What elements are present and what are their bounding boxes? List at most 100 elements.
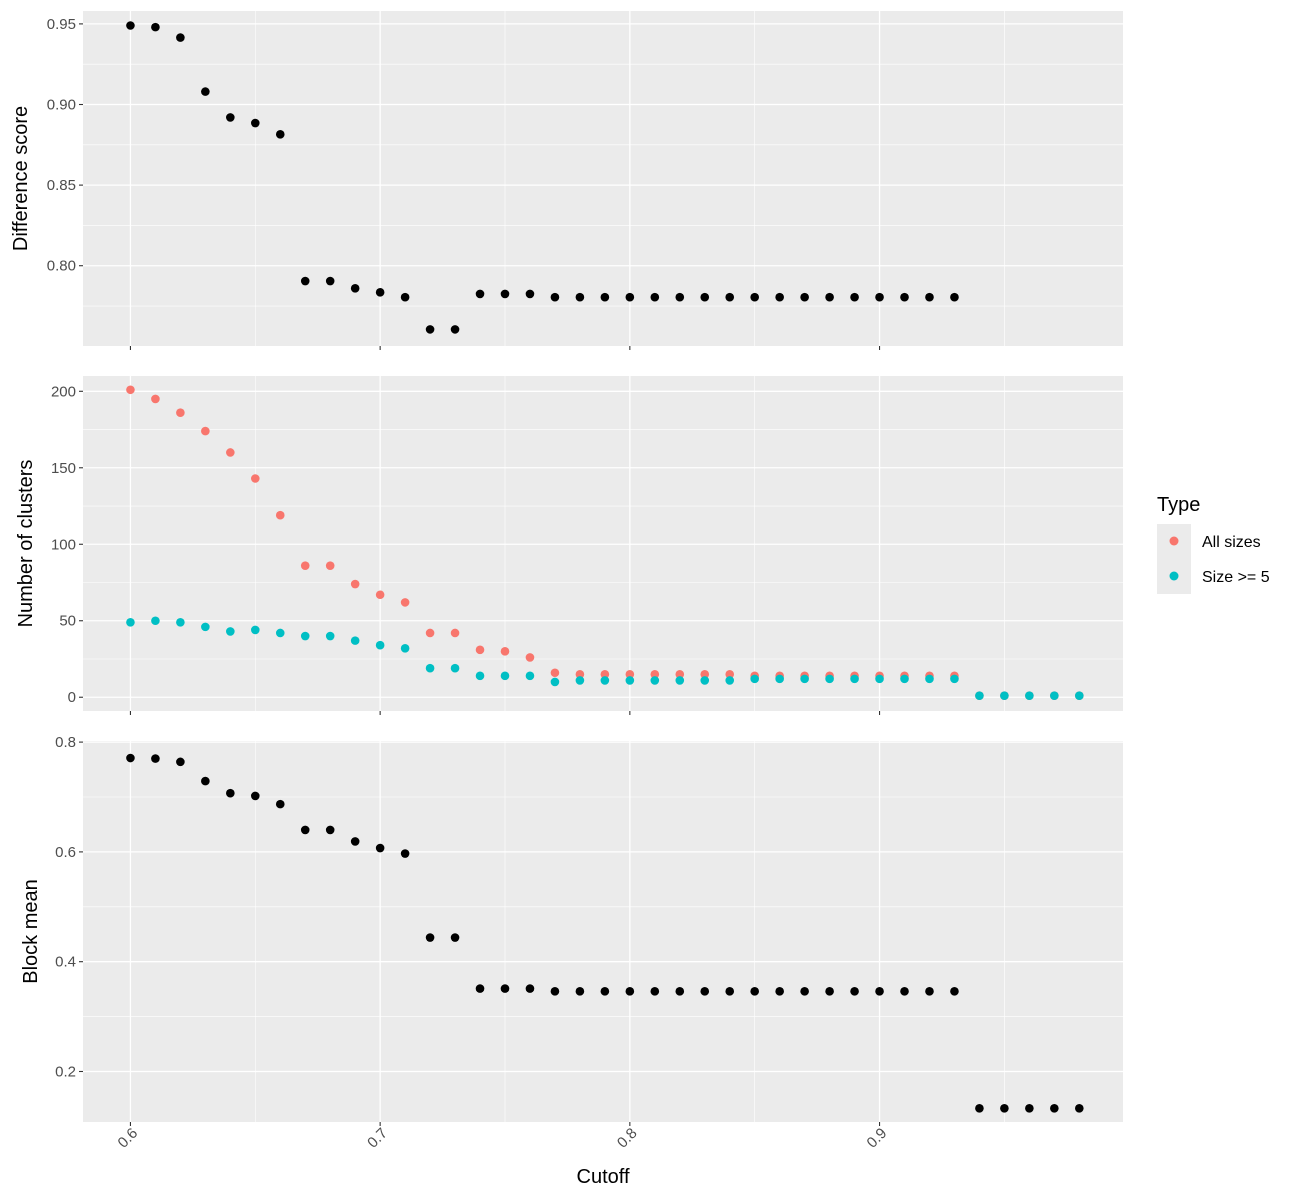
data-point [1000,691,1009,701]
y-tick-label: 100 [51,536,76,553]
data-point [950,674,959,684]
data-point [325,276,335,286]
data-point [650,669,660,679]
panel-background [83,376,1123,711]
y-tick-label: 0.8 [55,734,76,751]
data-point [226,788,235,798]
data-point [425,663,435,673]
data-point [325,561,335,570]
data-point [475,984,485,993]
data-point [550,292,560,302]
data-point [800,674,809,684]
data-point [975,691,984,701]
series-1 [126,753,1084,1113]
data-point [201,622,210,632]
data-point [400,292,410,302]
y-axis-title: Difference score [10,106,32,251]
panel-3: 0.2 0.4 0.6 0.8 Block mean [20,734,1123,1126]
data-point [500,984,510,993]
data-point [775,292,784,302]
data-point [176,33,185,42]
data-point [900,292,909,302]
data-point [126,385,135,395]
data-point [725,669,735,679]
data-point [850,292,859,302]
data-point [176,408,185,418]
data-point [825,987,834,996]
data-point [1050,691,1059,701]
data-point [226,627,235,636]
data-point [425,628,435,638]
x-tick-label: 0.6 [115,1125,142,1152]
panel-1: 0.80 0.85 0.90 0.95 Difference score [10,11,1123,350]
data-point [350,283,360,293]
legend-label-size-ge-5: Size >= 5 [1202,569,1270,586]
data-point [525,289,535,299]
data-point [300,825,310,835]
legend-key-all-sizes [1169,536,1179,546]
data-point [925,987,934,996]
data-point [600,676,610,685]
panel-background [83,741,1123,1122]
panel-background [83,11,1123,346]
data-point [350,636,360,645]
data-point [375,843,385,853]
data-point [126,21,135,30]
data-point [250,118,260,128]
data-point [950,987,959,996]
data-point [625,292,635,302]
data-point [775,674,784,684]
data-point [176,617,185,627]
data-point [875,987,884,996]
data-point [700,292,710,302]
legend-key-background [1157,524,1191,594]
data-point [850,674,859,684]
data-point [151,22,160,32]
data-point [650,676,660,685]
data-point [500,647,510,656]
data-point [575,669,585,679]
data-point [151,394,160,404]
data-point [800,292,809,302]
data-point [375,640,385,650]
data-point [151,754,160,763]
series-1 [126,385,1084,701]
data-point [600,669,610,679]
x-tick-label: 0.7 [364,1125,391,1152]
data-point [575,987,585,996]
data-point [600,292,610,302]
data-point [675,987,685,996]
series-1 [126,21,959,334]
y-tick-label: 0.90 [47,97,76,114]
x-tick-label: 0.8 [614,1125,641,1152]
panel-2: 0 50 100 150 200 Number of clusters [15,376,1123,715]
data-point [250,791,260,801]
data-point [375,288,385,297]
x-tick-label: 0.9 [864,1125,891,1152]
y-tick-label: 0.80 [47,258,76,275]
data-point [525,653,535,662]
y-axis-title: Number of clusters [15,460,37,628]
data-point [201,776,210,786]
data-point [450,663,460,673]
data-point [275,130,285,139]
y-tick-label: 150 [51,460,76,477]
data-point [400,598,410,607]
data-point [525,984,535,993]
data-point [625,669,635,679]
data-point [550,668,560,678]
data-point [450,933,460,942]
data-point [975,1103,984,1113]
data-point [450,325,460,334]
panels-layer: 0.80 0.85 0.90 0.95 Difference score 0 50 100 15… [10,11,1123,1152]
data-point [650,292,660,302]
data-point [500,671,510,681]
data-point [775,987,784,996]
legend: Type All sizes Size >= 5 [1157,494,1270,594]
legend-key-size-ge-5 [1169,571,1179,581]
data-point [325,631,335,641]
data-point [250,625,260,635]
data-point [675,292,685,302]
data-point [275,510,285,520]
